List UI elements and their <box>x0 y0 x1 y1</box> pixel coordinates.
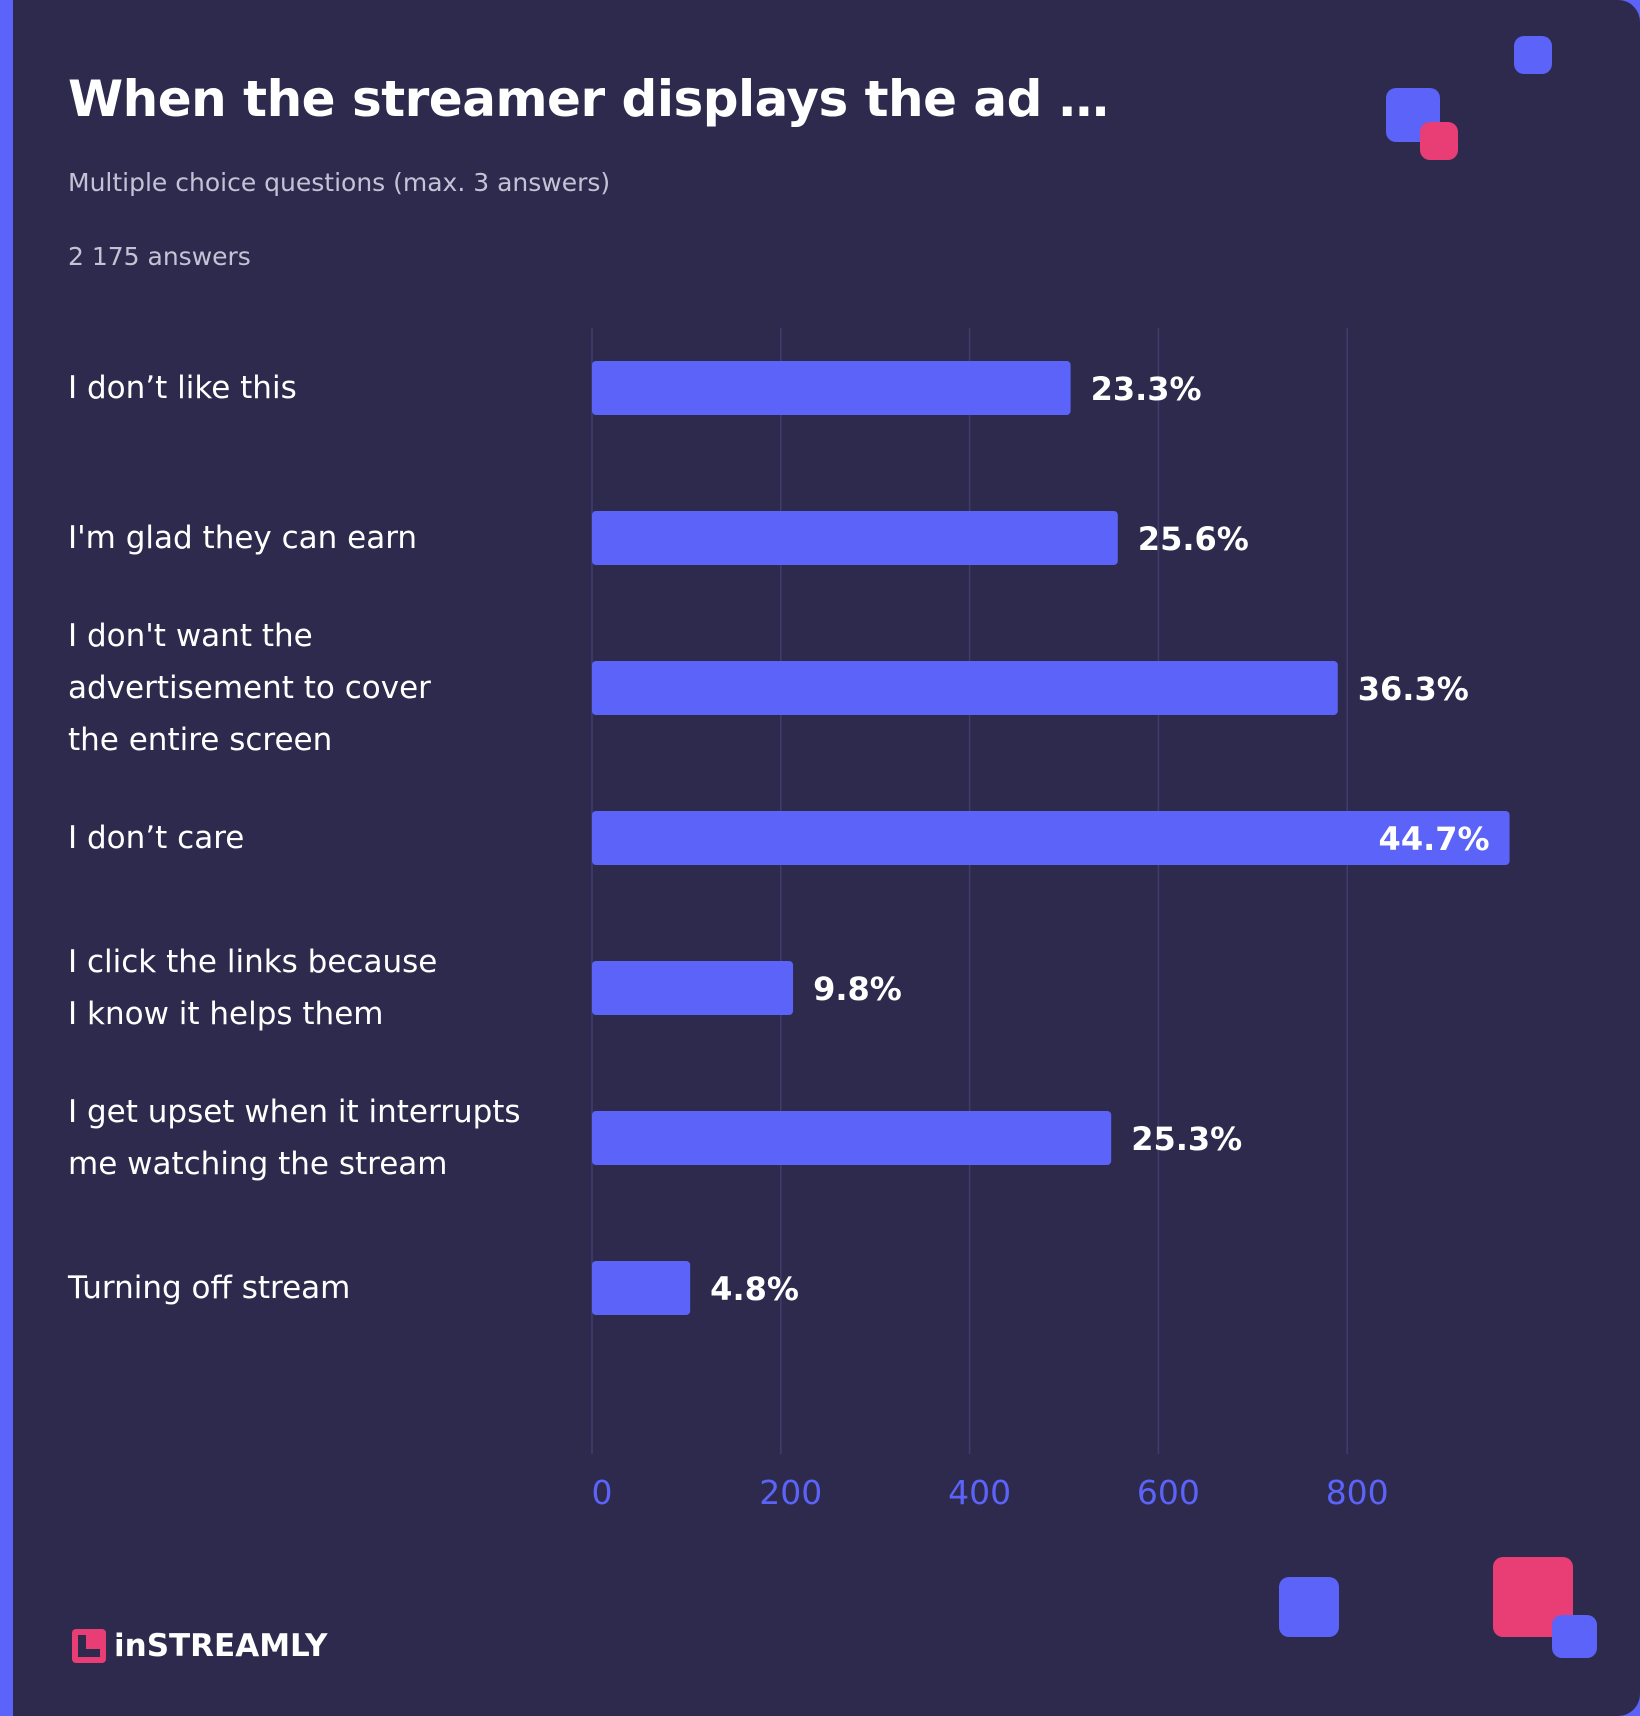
x-tick-label: 800 <box>1326 1473 1389 1512</box>
chart-subtitle: Multiple choice questions (max. 3 answer… <box>68 168 611 197</box>
data-label: 25.6% <box>1138 520 1249 558</box>
answer-count: 2 175 answers <box>68 242 251 271</box>
x-tick-label: 200 <box>759 1473 822 1512</box>
decor-square <box>1514 36 1552 74</box>
x-tick-label: 400 <box>948 1473 1011 1512</box>
bar <box>592 961 794 1015</box>
data-label: 9.8% <box>813 970 902 1008</box>
data-label: 23.3% <box>1091 370 1202 408</box>
x-tick-label: 0 <box>592 1473 613 1512</box>
category-label: I don’t like this <box>68 370 297 406</box>
bar <box>592 361 1071 415</box>
brand-logo: inSTREAMLY <box>72 1628 327 1664</box>
chart-title: When the streamer displays the ad … <box>68 70 1109 128</box>
bar <box>592 661 1338 715</box>
category-label: I'm glad they can earn <box>68 520 418 556</box>
bar <box>592 1261 691 1315</box>
decor-square <box>1420 122 1458 160</box>
data-label: 4.8% <box>710 1270 799 1308</box>
bar <box>592 1111 1112 1165</box>
logo-text: inSTREAMLY <box>114 1628 328 1664</box>
data-label: 44.7% <box>1379 820 1490 858</box>
x-tick-label: 600 <box>1137 1473 1200 1512</box>
decor-square <box>1279 1577 1339 1637</box>
category-label: I click the links because I know it help… <box>68 944 438 1032</box>
data-label: 36.3% <box>1358 670 1469 708</box>
category-label: I don’t care <box>68 820 245 856</box>
bar <box>592 811 1510 865</box>
bar <box>592 511 1118 565</box>
logo-icon <box>72 1629 106 1663</box>
category-label: Turning off stream <box>68 1270 351 1306</box>
category-label: I get upset when it interrupts me watchi… <box>68 1094 521 1182</box>
category-label: I don't want the advertisement to cover … <box>68 618 431 758</box>
decor-square <box>1552 1615 1597 1658</box>
data-label: 25.3% <box>1131 1120 1242 1158</box>
